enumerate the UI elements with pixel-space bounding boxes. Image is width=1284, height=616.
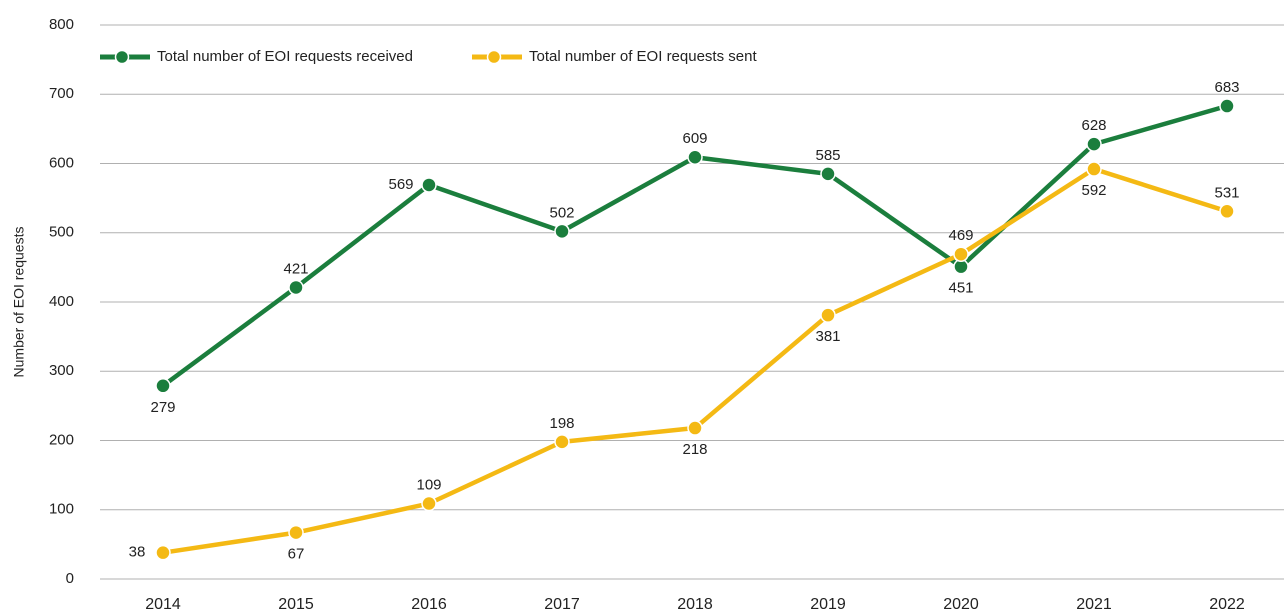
data-point [554,434,570,450]
legend-label: Total number of EOI requests sent [529,48,757,65]
data-point [687,420,703,436]
y-tick-label: 300 [49,362,74,379]
series-line [161,103,1228,388]
x-tick-label: 2015 [278,596,314,613]
data-point [1219,203,1235,220]
legend-marker [486,49,502,65]
data-label: 279 [150,399,175,416]
data-label: 592 [1081,182,1106,199]
data-point [1086,161,1102,177]
y-tick-label: 400 [49,293,74,310]
y-tick-label: 800 [49,16,74,33]
legend-label: Total number of EOI requests received [157,48,413,65]
data-point [554,223,570,240]
data-point [288,279,304,296]
x-tick-label: 2016 [411,596,447,613]
data-point [288,524,304,541]
y-tick-label: 0 [66,570,74,587]
data-label: 569 [388,176,413,193]
y-tick-label: 500 [49,224,74,241]
y-tick-label: 200 [49,431,74,448]
data-point [1086,136,1102,152]
x-tick-label: 2019 [810,596,846,613]
x-tick-label: 2014 [145,596,181,613]
data-label: 451 [948,280,973,297]
y-tick-label: 100 [49,501,74,518]
x-tick-label: 2018 [677,596,713,613]
data-label: 628 [1081,117,1106,134]
data-point [155,378,171,394]
data-label: 683 [1214,79,1239,96]
data-point [1219,98,1235,114]
series-line [162,166,1228,555]
data-point [820,307,836,323]
data-label: 609 [682,130,707,147]
x-tick-label: 2021 [1076,596,1112,613]
data-label: 198 [549,415,574,432]
data-point [155,544,171,561]
data-label: 421 [283,260,308,277]
data-label: 109 [416,476,441,493]
data-point [687,149,703,166]
data-point [421,177,437,193]
legend-marker [114,49,130,65]
data-point [953,246,969,262]
data-label: 502 [549,204,574,221]
data-label: 585 [815,147,840,164]
y-axis-label: Number of EOI requests [11,227,27,378]
data-label: 38 [129,544,146,561]
data-point [820,166,836,182]
data-point [421,495,437,512]
y-tick-label: 700 [49,85,74,102]
data-label: 381 [815,328,840,345]
data-label: 469 [948,227,973,244]
data-label: 218 [682,441,707,458]
x-tick-label: 2017 [544,596,580,613]
y-tick-label: 600 [49,154,74,171]
x-tick-label: 2020 [943,596,979,613]
data-label: 531 [1214,184,1239,201]
data-label: 67 [288,546,305,563]
x-tick-label: 2022 [1209,596,1245,613]
